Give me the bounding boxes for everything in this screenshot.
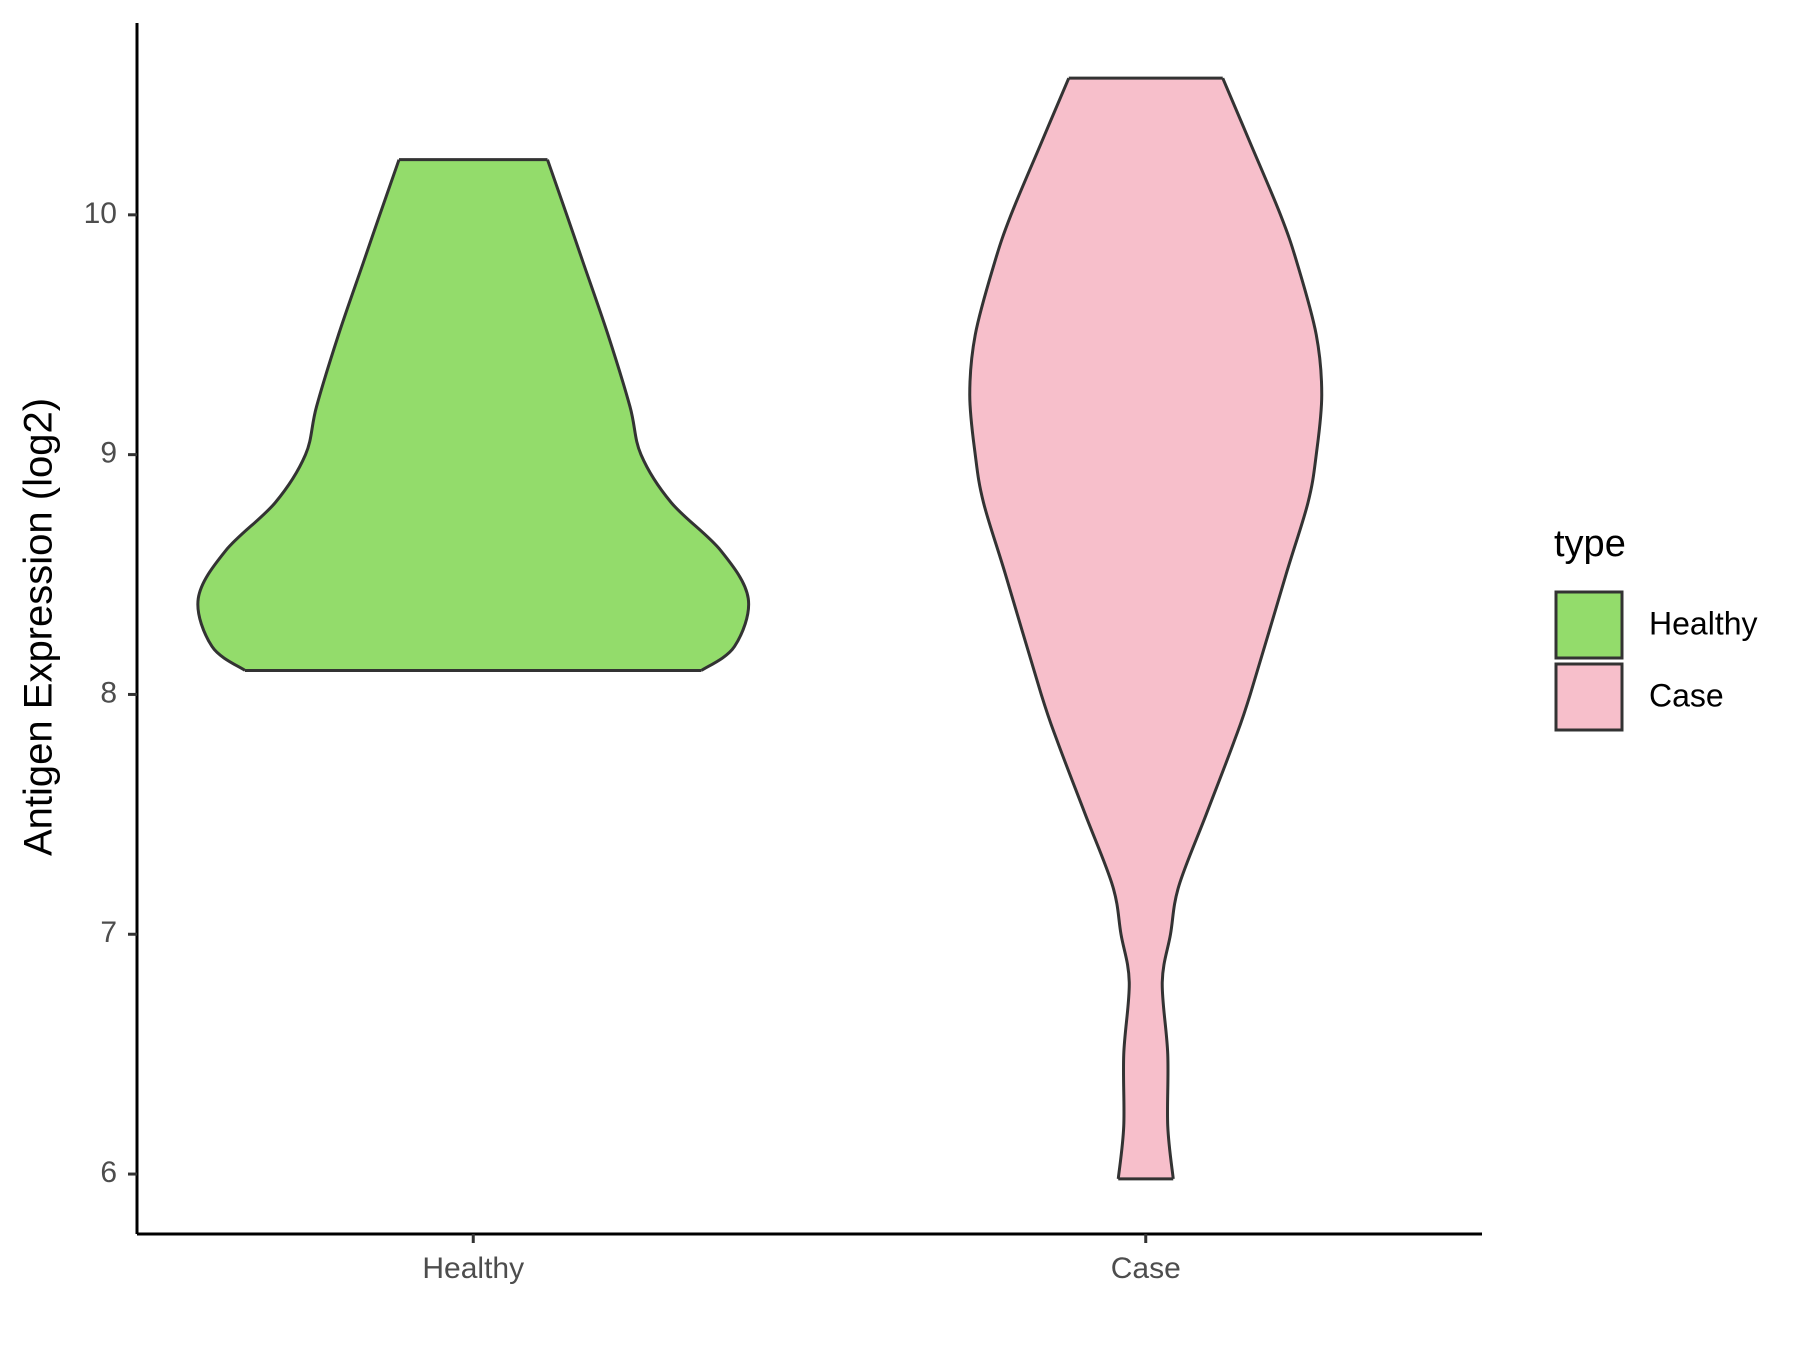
legend-title: type bbox=[1554, 523, 1626, 565]
violin-outline-right bbox=[546, 159, 751, 672]
legend-key bbox=[1554, 590, 1624, 660]
violin-fill bbox=[969, 78, 1322, 1179]
legend-key bbox=[1554, 662, 1624, 732]
violin-outline-left bbox=[968, 77, 1131, 1180]
y-tick-label: 7 bbox=[100, 916, 117, 949]
legend-label: Case bbox=[1649, 677, 1724, 713]
y-tick-label: 6 bbox=[100, 1156, 117, 1189]
y-tick-label: 10 bbox=[84, 197, 117, 230]
y-tick-label: 8 bbox=[100, 676, 117, 709]
legend-label: Healthy bbox=[1649, 605, 1758, 641]
x-tick-label: Healthy bbox=[422, 1252, 524, 1285]
x-tick-label: Case bbox=[1111, 1252, 1181, 1285]
violin-outline-right bbox=[1160, 77, 1324, 1180]
y-tick-label: 9 bbox=[100, 437, 117, 470]
violin-fill bbox=[197, 159, 749, 671]
violin-outline-left bbox=[196, 159, 401, 672]
y-axis-title: Antigen Expression (log2) bbox=[17, 398, 61, 856]
